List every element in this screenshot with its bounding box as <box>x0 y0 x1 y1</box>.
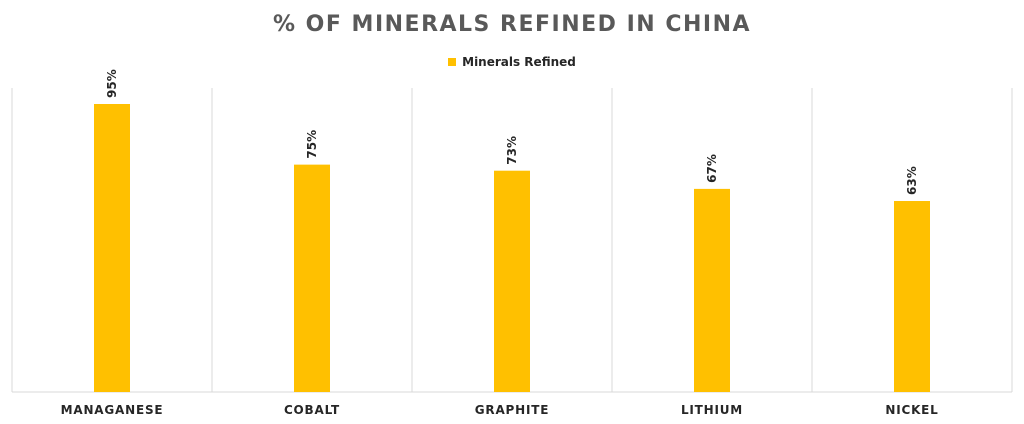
legend-label: Minerals Refined <box>462 55 576 69</box>
legend: Minerals Refined <box>0 55 1024 69</box>
data-label-layer: 95% 75% 73% 67% 63% <box>105 69 919 195</box>
x-tick-label: GRAPHITE <box>475 403 549 417</box>
x-tick-layer: MANAGANESE COBALT GRAPHITE LITHIUM NICKEL <box>61 403 938 417</box>
x-tick-label: NICKEL <box>885 403 938 417</box>
bar-graphite <box>494 170 530 392</box>
bar-layer <box>94 104 930 392</box>
data-label: 75% <box>305 130 319 159</box>
legend-swatch <box>448 58 457 66</box>
bar-managanese <box>94 104 130 392</box>
bar-nickel <box>894 201 930 392</box>
data-label: 95% <box>105 69 119 98</box>
data-label: 63% <box>905 166 919 195</box>
x-tick-label: LITHIUM <box>681 403 743 417</box>
data-label: 73% <box>505 136 519 165</box>
bar-lithium <box>694 188 730 392</box>
chart-title: % OF MINERALS REFINED IN CHINA <box>272 12 752 37</box>
x-tick-label: MANAGANESE <box>61 403 164 417</box>
bar-cobalt <box>294 164 330 392</box>
x-tick-label: COBALT <box>284 403 340 417</box>
data-label: 67% <box>705 154 719 183</box>
